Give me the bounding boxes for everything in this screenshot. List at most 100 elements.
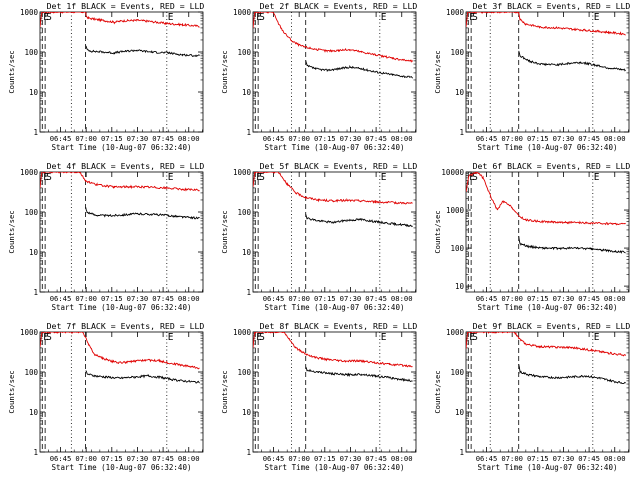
y-tick-label: 100 bbox=[24, 208, 38, 217]
x-tick-label: 07:45 bbox=[578, 454, 600, 463]
plot-frame bbox=[39, 171, 204, 293]
event-marker-label: S bbox=[46, 332, 52, 343]
y-tick-label: 100 bbox=[237, 48, 251, 57]
y-tick-label: 10 bbox=[29, 248, 39, 257]
y-tick-label: 1 bbox=[33, 128, 38, 137]
x-tick-label: 07:45 bbox=[578, 294, 600, 303]
x-axis-label: Start Time (10-Aug-07 06:32:40) bbox=[265, 143, 405, 152]
y-tick-label: 10 bbox=[455, 408, 465, 417]
y-tick-label: 1 bbox=[246, 448, 251, 457]
chart-svg: Det 6f BLACK = Events, RED = LLD 10 100 100… bbox=[433, 161, 630, 312]
series-line-events bbox=[85, 45, 200, 57]
x-tick-label: 06:45 bbox=[476, 134, 498, 143]
y-axis-label: Counts/sec bbox=[433, 50, 442, 93]
chart-title: Det 3f BLACK = Events, RED = LLD bbox=[473, 1, 631, 11]
x-tick-label: 07:30 bbox=[127, 134, 149, 143]
series-line-events bbox=[305, 214, 413, 228]
x-axis-label: Start Time (10-Aug-07 06:32:40) bbox=[52, 463, 192, 472]
event-marker-label: S bbox=[472, 332, 478, 343]
event-marker-label: E bbox=[43, 172, 49, 183]
x-tick-label: 07:00 bbox=[501, 454, 523, 463]
detector-panel-8: Det 8f BLACK = Events, RED = LLD 1 10 100 10… bbox=[213, 320, 426, 480]
plot-frame bbox=[465, 171, 630, 293]
event-marker-label: S bbox=[46, 172, 52, 183]
y-tick-label: 10 bbox=[455, 282, 465, 291]
y-tick-label: 1 bbox=[33, 288, 38, 297]
x-tick-label: 07:15 bbox=[527, 454, 549, 463]
event-marker-label: E bbox=[168, 332, 174, 343]
series-line-events bbox=[85, 370, 200, 384]
y-tick-label: 1000 bbox=[446, 8, 465, 17]
plot-frame bbox=[252, 11, 417, 133]
event-marker-label: E bbox=[256, 172, 262, 183]
event-marker-label: E bbox=[469, 172, 475, 183]
x-tick-label: 07:30 bbox=[340, 294, 362, 303]
y-axis-label: Counts/sec bbox=[220, 50, 229, 93]
event-marker-label: S bbox=[259, 12, 265, 23]
y-tick-label: 1 bbox=[246, 128, 251, 137]
x-axis-label: Start Time (10-Aug-07 06:32:40) bbox=[478, 463, 618, 472]
x-tick-label: 07:30 bbox=[553, 294, 575, 303]
plot-frame bbox=[252, 331, 417, 453]
detector-panel-5: Det 5f BLACK = Events, RED = LLD 1 10 100 10… bbox=[213, 160, 426, 320]
y-tick-label: 1000 bbox=[446, 206, 465, 215]
x-tick-label: 07:30 bbox=[127, 294, 149, 303]
y-tick-label: 10 bbox=[29, 88, 39, 97]
event-marker-label: E bbox=[381, 332, 387, 343]
plot-frame bbox=[39, 331, 204, 453]
y-tick-label: 10000 bbox=[441, 168, 464, 177]
y-tick-label: 100 bbox=[24, 48, 38, 57]
x-axis-label: Start Time (10-Aug-07 06:32:40) bbox=[52, 303, 192, 312]
event-marker-label: E bbox=[168, 12, 174, 23]
x-tick-label: 07:15 bbox=[527, 134, 549, 143]
x-axis-label: Start Time (10-Aug-07 06:32:40) bbox=[52, 143, 192, 152]
chart-title: Det 7f BLACK = Events, RED = LLD bbox=[47, 321, 205, 331]
x-tick-label: 07:00 bbox=[288, 454, 310, 463]
x-tick-label: 07:45 bbox=[152, 454, 174, 463]
event-marker-label: S bbox=[46, 12, 52, 23]
detector-panel-7: Det 7f BLACK = Events, RED = LLD 1 10 100 10… bbox=[0, 320, 213, 480]
chart-svg: Det 9f BLACK = Events, RED = LLD 1 10 100 10… bbox=[433, 321, 630, 472]
y-tick-label: 1000 bbox=[233, 8, 252, 17]
event-marker-label: S bbox=[472, 12, 478, 23]
event-marker-label: S bbox=[259, 172, 265, 183]
y-tick-label: 100 bbox=[237, 208, 251, 217]
x-tick-label: 06:45 bbox=[50, 134, 72, 143]
x-tick-label: 07:30 bbox=[553, 134, 575, 143]
series-line-lld bbox=[253, 12, 413, 63]
event-marker-label: S bbox=[472, 172, 478, 183]
x-tick-label: 07:45 bbox=[152, 134, 174, 143]
y-tick-label: 1 bbox=[459, 128, 464, 137]
x-tick-label: 07:15 bbox=[314, 134, 336, 143]
series-line-lld bbox=[466, 332, 626, 357]
y-tick-label: 1000 bbox=[20, 168, 39, 177]
event-marker-label: E bbox=[469, 332, 475, 343]
y-axis-label: Counts/sec bbox=[220, 210, 229, 253]
x-tick-label: 07:00 bbox=[75, 454, 97, 463]
chart-svg: Det 2f BLACK = Events, RED = LLD 1 10 100 10… bbox=[220, 1, 417, 152]
y-tick-label: 100 bbox=[24, 368, 38, 377]
x-tick-label: 07:15 bbox=[101, 454, 123, 463]
x-tick-label: 07:15 bbox=[314, 454, 336, 463]
x-tick-label: 07:30 bbox=[127, 454, 149, 463]
y-tick-label: 1000 bbox=[20, 328, 39, 337]
y-tick-label: 100 bbox=[450, 48, 464, 57]
plot-frame bbox=[39, 11, 204, 133]
chart-title: Det 4f BLACK = Events, RED = LLD bbox=[47, 161, 205, 171]
x-tick-label: 08:00 bbox=[604, 454, 626, 463]
x-tick-label: 07:15 bbox=[101, 294, 123, 303]
detector-panel-6: Det 6f BLACK = Events, RED = LLD 10 100 100… bbox=[426, 160, 639, 320]
event-marker-label: S bbox=[259, 332, 265, 343]
x-tick-label: 06:45 bbox=[263, 294, 285, 303]
series-line-events bbox=[305, 366, 413, 383]
event-marker-label: E bbox=[594, 332, 600, 343]
y-tick-label: 1000 bbox=[446, 328, 465, 337]
series-line-events bbox=[305, 60, 413, 79]
x-tick-label: 06:45 bbox=[50, 454, 72, 463]
y-axis-label: Counts/sec bbox=[7, 370, 16, 413]
y-tick-label: 1000 bbox=[233, 168, 252, 177]
event-marker-label: E bbox=[594, 172, 600, 183]
x-tick-label: 07:00 bbox=[288, 294, 310, 303]
y-axis-label: Counts/sec bbox=[7, 50, 16, 93]
x-tick-label: 07:00 bbox=[288, 134, 310, 143]
